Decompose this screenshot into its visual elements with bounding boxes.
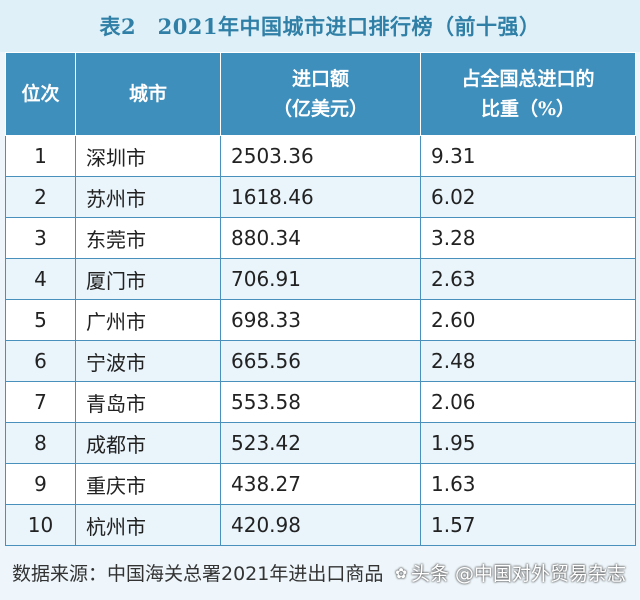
share-cell: 2.63: [420, 258, 636, 300]
share-cell: 6.02: [420, 176, 636, 218]
amount-cell: 706.91: [220, 258, 421, 300]
amount-cell: 523.42: [220, 422, 421, 464]
import-ranking-table: 位次 城市 进口额 （亿美元） 占全国总进口的 比重（%） 1 深圳市 2503…: [5, 52, 636, 546]
amount-cell: 420.98: [220, 504, 421, 546]
header-city: 城市: [75, 52, 221, 136]
table-row: 5 广州市 698.33 2.60: [5, 299, 636, 341]
city-cell: 苏州市: [75, 176, 221, 218]
table-row: 10 杭州市 420.98 1.57: [5, 504, 636, 546]
table-row: 9 重庆市 438.27 1.63: [5, 463, 636, 505]
city-cell: 厦门市: [75, 258, 221, 300]
table-row: 3 东莞市 880.34 3.28: [5, 217, 636, 259]
amount-cell: 698.33: [220, 299, 421, 341]
rank-cell: 5: [5, 299, 76, 341]
table-title: 表2 2021年中国城市进口排行榜（前十强）: [0, 0, 640, 52]
share-cell: 9.31: [420, 135, 636, 177]
watermark: ✿ 头条 @中国对外贸易杂志: [395, 556, 626, 592]
header-row: 位次 城市 进口额 （亿美元） 占全国总进口的 比重（%）: [5, 52, 636, 136]
rank-cell: 1: [5, 135, 76, 177]
city-cell: 广州市: [75, 299, 221, 341]
table-row: 6 宁波市 665.56 2.48: [5, 340, 636, 382]
header-amount: 进口额 （亿美元）: [220, 52, 421, 136]
city-cell: 青岛市: [75, 381, 221, 423]
header-rank: 位次: [5, 52, 76, 136]
city-cell: 成都市: [75, 422, 221, 464]
share-cell: 3.28: [420, 217, 636, 259]
city-cell: 重庆市: [75, 463, 221, 505]
amount-cell: 553.58: [220, 381, 421, 423]
header-share: 占全国总进口的 比重（%）: [420, 52, 636, 136]
table-row: 7 青岛市 553.58 2.06: [5, 381, 636, 423]
rank-cell: 6: [5, 340, 76, 382]
header-share-line2: 比重（%）: [480, 98, 576, 120]
city-cell: 东莞市: [75, 217, 221, 259]
rank-cell: 3: [5, 217, 76, 259]
city-cell: 深圳市: [75, 135, 221, 177]
table-row: 8 成都市 523.42 1.95: [5, 422, 636, 464]
rank-cell: 4: [5, 258, 76, 300]
amount-cell: 1618.46: [220, 176, 421, 218]
header-share-line1: 占全国总进口的: [461, 68, 595, 90]
rank-cell: 2: [5, 176, 76, 218]
share-cell: 2.48: [420, 340, 636, 382]
header-amount-line1: 进口额: [291, 68, 349, 90]
rank-cell: 8: [5, 422, 76, 464]
share-cell: 2.06: [420, 381, 636, 423]
watermark-text: 头条 @中国对外贸易杂志: [410, 563, 626, 585]
table-row: 2 苏州市 1618.46 6.02: [5, 176, 636, 218]
rank-cell: 7: [5, 381, 76, 423]
table-row: 4 厦门市 706.91 2.63: [5, 258, 636, 300]
share-cell: 2.60: [420, 299, 636, 341]
city-cell: 宁波市: [75, 340, 221, 382]
rank-cell: 9: [5, 463, 76, 505]
rank-cell: 10: [5, 504, 76, 546]
share-cell: 1.57: [420, 504, 636, 546]
table-row: 1 深圳市 2503.36 9.31: [5, 135, 636, 177]
logo-icon: ✿: [395, 566, 407, 582]
amount-cell: 880.34: [220, 217, 421, 259]
amount-cell: 665.56: [220, 340, 421, 382]
amount-cell: 2503.36: [220, 135, 421, 177]
share-cell: 1.95: [420, 422, 636, 464]
data-source-note: 数据来源：中国海关总署2021年进出口商品: [12, 563, 384, 585]
header-amount-line2: （亿美元）: [272, 98, 368, 120]
amount-cell: 438.27: [220, 463, 421, 505]
city-cell: 杭州市: [75, 504, 221, 546]
share-cell: 1.63: [420, 463, 636, 505]
